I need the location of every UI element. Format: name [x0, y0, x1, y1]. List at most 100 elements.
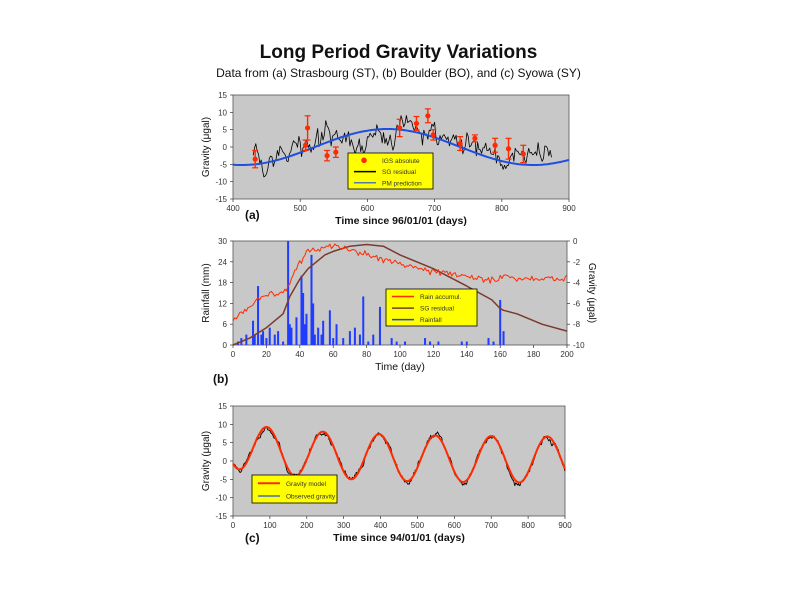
y-right-tick-label: -4 [573, 279, 581, 288]
x-tick-label: 300 [337, 521, 351, 530]
rainfall-bar [252, 320, 255, 345]
rainfall-bar [303, 324, 306, 345]
panel-a: IGS absolute SG residual PM prediction 400 5… [201, 91, 576, 227]
x-tick-label: 20 [262, 350, 271, 359]
y-axis-label: Rainfall (mm) [201, 263, 212, 322]
x-tick-label: 800 [521, 521, 535, 530]
x-axis-label: Time since 96/01/01 (days) [335, 215, 467, 227]
rainfall-bar [328, 310, 331, 345]
rainfall-bar [465, 341, 468, 345]
x-tick-label: 60 [329, 350, 338, 359]
rainfall-bar [390, 338, 393, 345]
panel-label: (a) [245, 208, 260, 222]
data-point-igs-absolute [252, 156, 258, 162]
legend-label: IGS absolute [382, 158, 420, 165]
rainfall-bar [313, 334, 316, 345]
x-tick-label: 160 [494, 350, 508, 359]
x-tick-label: 120 [427, 350, 441, 359]
series-sg-residual [232, 243, 568, 322]
rainfall-bar [404, 341, 407, 345]
rainfall-bar [305, 313, 308, 345]
y-tick-label: 12 [218, 299, 227, 308]
x-tick-label: 500 [411, 521, 425, 530]
legend-label: SG residual [420, 306, 455, 313]
y-tick-label: 0 [223, 457, 228, 466]
data-point-igs-absolute [425, 113, 431, 119]
data-point-igs-absolute [324, 153, 330, 159]
rainfall-bar [265, 338, 268, 345]
data-point-igs-absolute [492, 142, 498, 148]
series-gravity-model [232, 426, 566, 484]
y-right-tick-label: 0 [573, 237, 578, 246]
rainfall-bar [268, 327, 271, 345]
series-rain-accumulation [232, 243, 568, 346]
rainfall-bar [492, 341, 495, 345]
y-right-tick-label: -2 [573, 258, 581, 267]
rainfall-bar [310, 254, 313, 345]
x-tick-label: 100 [393, 350, 407, 359]
figure-title: Long Period Gravity Variations [259, 42, 538, 63]
x-tick-label: 200 [560, 350, 574, 359]
y-tick-label: 5 [223, 126, 228, 135]
data-point-igs-absolute [430, 132, 436, 138]
rainfall-bar [358, 334, 361, 345]
rainfall-bar [353, 327, 356, 345]
legend-box [251, 474, 338, 504]
rainfall-bar [322, 320, 325, 345]
data-point-igs-absolute [302, 142, 309, 148]
y-tick-label: 0 [223, 143, 228, 152]
y-tick-label: -5 [220, 160, 228, 169]
rainfall-bar [302, 293, 305, 345]
y-tick-label: 10 [218, 420, 227, 429]
rainfall-bar [335, 324, 338, 345]
data-point-igs-absolute [505, 146, 512, 152]
y-tick-label: -5 [220, 475, 228, 484]
legend-label: SG residual [382, 169, 417, 176]
y-right-tick-label: -8 [573, 320, 581, 329]
legend-marker [361, 157, 367, 164]
rainfall-bar [362, 296, 365, 345]
y-tick-label: 0 [223, 341, 228, 350]
x-tick-label: 600 [361, 204, 375, 213]
x-tick-label: 0 [231, 521, 236, 530]
rainfall-bar [277, 331, 280, 345]
x-tick-label: 700 [485, 521, 499, 530]
rainfall-bar [460, 341, 463, 345]
x-tick-label: 400 [374, 521, 388, 530]
y-tick-label: -10 [215, 494, 227, 503]
y-tick-label: 15 [218, 91, 227, 100]
legend-label: Rain accumul. [420, 294, 461, 301]
legend-label: Observed gravity [286, 494, 336, 501]
rainfall-bar [257, 286, 260, 345]
x-tick-label: 800 [495, 204, 509, 213]
rainfall-bar [262, 331, 265, 345]
y-right-axis-label: Gravity (μgal) [586, 263, 597, 323]
rainfall-bar [288, 324, 291, 345]
x-tick-label: 40 [295, 350, 304, 359]
rainfall-bar [367, 341, 370, 345]
rainfall-bar [424, 338, 427, 345]
rainfall-bar [312, 303, 315, 345]
data-point-igs-absolute [333, 149, 339, 155]
panel-label: (c) [245, 531, 260, 545]
rainfall-bar [290, 327, 293, 345]
rainfall-bar [253, 334, 256, 345]
rainfall-bar [348, 331, 351, 345]
y-tick-label: 15 [218, 402, 227, 411]
rainfall-bar [395, 341, 398, 345]
figure-subtitle: Data from (a) Strasbourg (ST), (b) Bould… [216, 66, 581, 80]
y-tick-label: 6 [223, 320, 228, 329]
rainfall-bar [332, 338, 335, 345]
rainfall-bar [502, 331, 505, 345]
y-axis-label: Gravity (μgal) [201, 117, 212, 177]
rainfall-bar [260, 334, 263, 345]
x-tick-label: 400 [226, 204, 240, 213]
x-tick-label: 500 [294, 204, 308, 213]
x-tick-label: 700 [428, 204, 442, 213]
data-point-igs-absolute [397, 125, 403, 131]
rainfall-bar [378, 306, 381, 345]
y-axis-label: Gravity (μgal) [201, 431, 212, 491]
data-point-igs-absolute [413, 120, 420, 127]
x-tick-label: 200 [300, 521, 314, 530]
